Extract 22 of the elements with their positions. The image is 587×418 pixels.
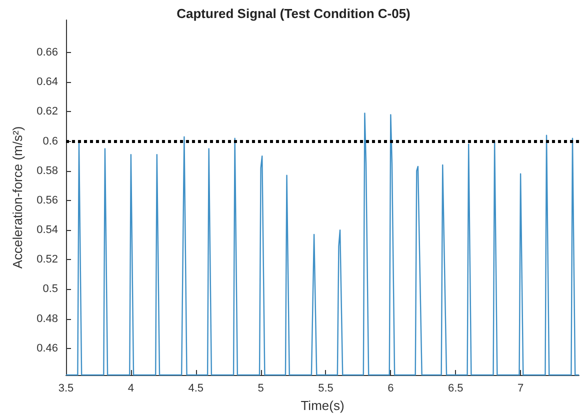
y-tick-label: 0.5 bbox=[42, 283, 58, 296]
y-tick-label: 0.48 bbox=[36, 312, 58, 325]
y-tick-label: 0.6 bbox=[42, 135, 58, 148]
y-tick-label: 0.56 bbox=[36, 194, 58, 206]
y-tick-label: 0.62 bbox=[36, 106, 58, 118]
x-tick-label: 7 bbox=[517, 382, 524, 394]
x-tick-label: 5.5 bbox=[318, 382, 334, 394]
y-tick-label: 0.64 bbox=[36, 76, 58, 88]
y-tick-label: 0.58 bbox=[36, 164, 58, 177]
y-tick-label: 0.46 bbox=[36, 342, 58, 354]
y-tick-label: 0.66 bbox=[36, 46, 58, 59]
x-tick-label: 4 bbox=[128, 382, 134, 394]
x-tick-label: 5 bbox=[258, 382, 264, 394]
x-tick-label: 6 bbox=[388, 382, 394, 394]
x-tick-label: 4.5 bbox=[188, 382, 204, 394]
x-tick-label: 3.5 bbox=[58, 382, 74, 394]
y-tick-label: 0.52 bbox=[36, 254, 58, 266]
x-tick-label: 6.5 bbox=[448, 382, 464, 394]
x-axis-title: Time(s) bbox=[300, 398, 344, 413]
y-tick-label: 0.54 bbox=[36, 224, 58, 236]
y-axis-title: Acceleration-force (m/s²) bbox=[10, 126, 25, 269]
chart-title: Captured Signal (Test Condition C-05) bbox=[176, 6, 410, 21]
